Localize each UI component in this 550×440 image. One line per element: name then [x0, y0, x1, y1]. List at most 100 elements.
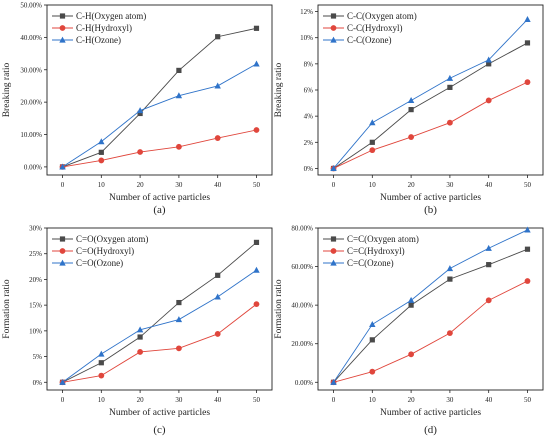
y-tick-label: 30.00%: [20, 66, 42, 74]
data-point: [98, 149, 104, 155]
data-point: [407, 97, 415, 104]
data-point: [214, 135, 221, 141]
data-point: [408, 107, 414, 113]
legend-marker: [330, 236, 337, 242]
data-point: [98, 372, 105, 379]
data-point: [330, 378, 337, 385]
data-point: [137, 110, 143, 117]
x-tick-label: 20: [408, 181, 416, 189]
data-point: [524, 226, 531, 233]
plot-frame: [317, 227, 544, 391]
legend-marker: [330, 259, 337, 266]
data-point: [485, 97, 492, 104]
legend-label: C=O(Ozone): [76, 258, 123, 268]
y-tick-label: 15%: [29, 302, 42, 310]
data-point: [176, 299, 182, 306]
chart-panel-1: 0 10 20 30 40 50 0.00% 10.00% 20.00% 30.00% 40.00%…: [2, 2, 273, 216]
series-line-3: [62, 269, 257, 383]
legend-label: C=C(Ozone): [347, 258, 394, 268]
y-tick-label: 60.00%: [291, 263, 313, 271]
data-point: [446, 119, 453, 126]
data-point: [98, 138, 105, 145]
y-tick-label: 30%: [29, 225, 42, 233]
legend-marker: [330, 36, 337, 43]
x-axis-label: Number of active particles: [380, 192, 481, 203]
data-point: [369, 147, 376, 154]
x-tick-label: 10: [369, 181, 377, 189]
panel-letter: (a): [153, 204, 166, 216]
y-tick-label: 40.00%: [20, 34, 42, 42]
y-tick-label: 0%: [304, 165, 314, 173]
y-axis-label: Breaking ratio: [2, 62, 12, 117]
data-point: [175, 143, 182, 150]
y-axis-label: Formation ratio: [2, 279, 12, 339]
data-point: [175, 316, 183, 323]
data-point: [253, 127, 260, 133]
x-tick-label: 20: [137, 181, 145, 189]
data-point: [485, 297, 492, 304]
data-point: [408, 302, 414, 308]
data-point: [253, 301, 260, 308]
series-line-2: [62, 303, 257, 383]
series-line-1: [62, 242, 257, 383]
legend-marker: [59, 248, 66, 254]
data-point: [137, 349, 144, 355]
data-point: [214, 293, 221, 300]
data-point: [524, 246, 531, 252]
x-tick-label: 50: [524, 396, 532, 404]
y-tick-label: 5%: [33, 353, 43, 361]
data-point: [137, 334, 143, 340]
legend: C-H(Oxygen atom) C-H(Hydroxyl) C-H(Ozone): [52, 11, 146, 45]
x-axis-label: Number of active particles: [109, 192, 210, 203]
data-point: [330, 165, 337, 172]
data-point: [486, 262, 492, 268]
y-tick-label: 0.00%: [295, 379, 313, 387]
x-tick-label: 20: [408, 396, 416, 404]
y-tick-label: 10%: [300, 34, 313, 42]
data-point: [214, 331, 221, 337]
data-point: [215, 272, 221, 278]
legend-marker: [330, 25, 337, 31]
data-point: [215, 34, 221, 40]
series-line-1: [62, 27, 257, 168]
x-tick-label: 10: [98, 181, 106, 189]
data-point: [369, 321, 376, 328]
legend-label: C=O(Oxygen atom): [76, 234, 148, 244]
x-tick-label: 50: [253, 181, 261, 189]
data-point: [369, 119, 376, 126]
data-point: [447, 276, 453, 282]
x-tick-label: 50: [253, 396, 261, 404]
legend-label: C=O(Hydroxyl): [76, 246, 134, 256]
y-tick-label: 10%: [29, 327, 42, 335]
legend-marker: [59, 25, 66, 31]
data-point: [446, 330, 453, 337]
y-tick-label: 12%: [300, 8, 313, 16]
series-line-3: [333, 19, 528, 169]
data-point: [136, 107, 144, 114]
y-tick-label: 25%: [29, 250, 42, 258]
data-point: [253, 239, 260, 245]
data-point: [407, 296, 415, 303]
x-tick-label: 20: [137, 396, 145, 404]
x-tick-label: 30: [446, 396, 454, 404]
x-tick-label: 0: [332, 396, 336, 404]
data-point: [408, 351, 415, 358]
legend: C-C(Oxygen atom) C-C(Hydroxyl) C-C(Ozone): [323, 11, 417, 45]
x-tick-label: 40: [214, 396, 222, 404]
data-point: [485, 244, 492, 251]
y-tick-label: 20.00%: [20, 99, 42, 107]
series-line-2: [333, 81, 528, 169]
x-tick-label: 10: [98, 396, 106, 404]
data-point: [524, 278, 531, 284]
series-line-2: [62, 129, 257, 168]
chart-panel-3: 0 10 20 30 40 50 0% 5% 10% 15% 20% 25% 30% Number of …: [2, 225, 273, 436]
x-tick-label: 40: [485, 181, 493, 189]
y-tick-label: 4%: [304, 113, 314, 121]
data-point: [253, 60, 260, 67]
y-tick-label: 50.00%: [20, 2, 42, 10]
legend-marker: [59, 13, 66, 19]
data-point: [446, 265, 454, 272]
legend-label: C-C(Ozone): [347, 35, 392, 45]
y-tick-label: 0%: [33, 379, 43, 387]
